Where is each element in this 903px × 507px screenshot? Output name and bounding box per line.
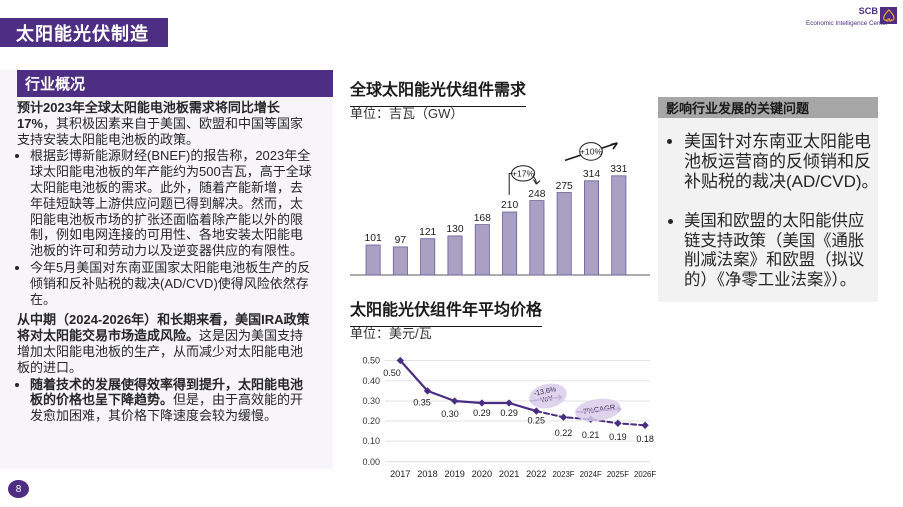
svg-text:2020: 2020	[472, 469, 492, 479]
svg-text:0.21: 0.21	[582, 430, 600, 440]
svg-text:+17%: +17%	[512, 168, 535, 178]
svg-text:97: 97	[395, 235, 407, 246]
svg-text:0.30: 0.30	[441, 409, 459, 419]
svg-text:130: 130	[446, 224, 463, 235]
svg-text:275: 275	[556, 181, 573, 192]
svg-text:0.10: 0.10	[362, 436, 380, 446]
svg-text:2017: 2017	[390, 469, 410, 479]
svg-text:2023F: 2023F	[552, 470, 574, 479]
svg-text:0.00: 0.00	[362, 457, 380, 467]
svg-text:2019: 2019	[444, 469, 464, 479]
svg-text:2022: 2022	[526, 469, 546, 479]
svg-text:0.30: 0.30	[362, 396, 380, 406]
svg-text:0.18: 0.18	[636, 434, 654, 444]
svg-text:0.29: 0.29	[473, 408, 491, 418]
svg-text:0.22: 0.22	[555, 428, 573, 438]
svg-text:121: 121	[419, 227, 436, 238]
svg-text:0.20: 0.20	[362, 416, 380, 426]
svg-text:+10%: +10%	[580, 146, 603, 156]
svg-text:0.50: 0.50	[362, 356, 380, 366]
svg-text:331: 331	[610, 164, 627, 175]
svg-text:0.35: 0.35	[413, 398, 431, 408]
svg-text:2026F: 2026F	[634, 470, 656, 479]
svg-text:2021: 2021	[499, 469, 519, 479]
svg-text:168: 168	[474, 213, 491, 224]
svg-text:101: 101	[365, 233, 382, 244]
svg-text:0.25: 0.25	[528, 416, 546, 426]
svg-text:314: 314	[583, 169, 600, 180]
svg-text:2024F: 2024F	[580, 470, 602, 479]
svg-text:248: 248	[528, 189, 545, 200]
svg-text:2018: 2018	[417, 469, 437, 479]
svg-text:0.29: 0.29	[500, 408, 518, 418]
svg-text:0.50: 0.50	[383, 368, 401, 378]
svg-text:210: 210	[501, 200, 518, 211]
svg-text:0.40: 0.40	[362, 376, 380, 386]
svg-text:0.19: 0.19	[609, 432, 627, 442]
svg-text:2025F: 2025F	[607, 470, 629, 479]
